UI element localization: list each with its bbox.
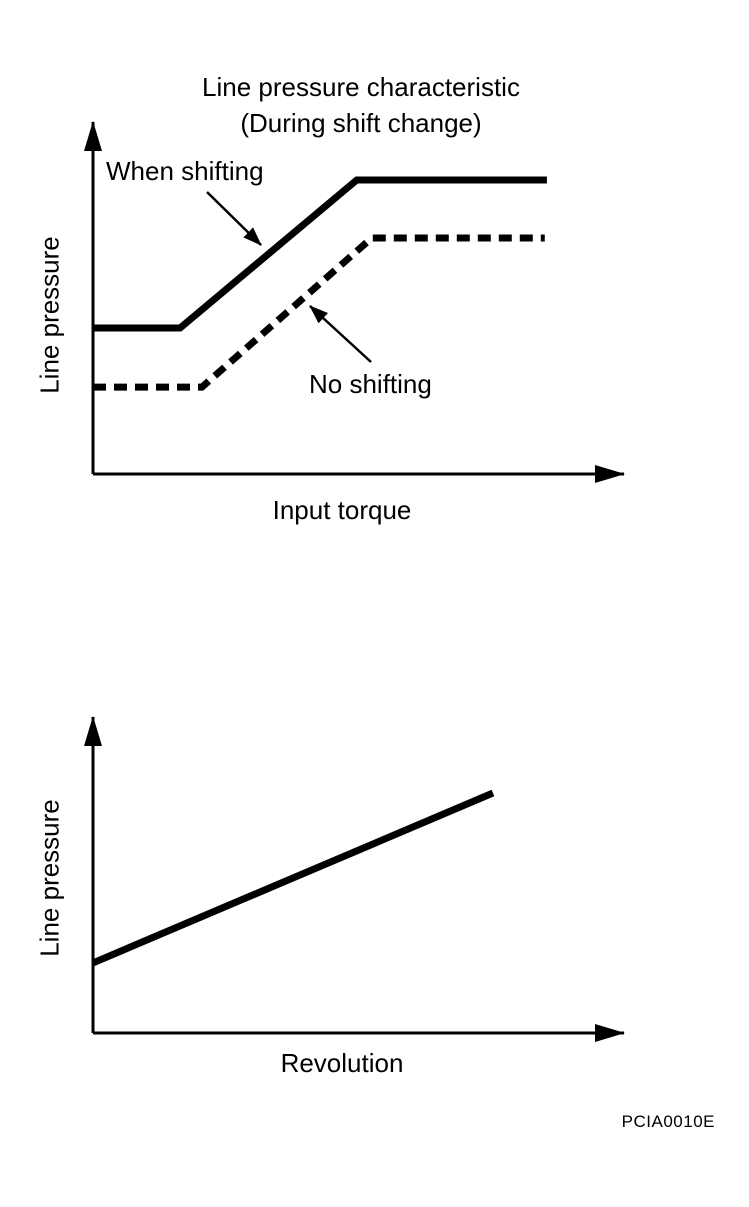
bottom-chart-y-axis-label: Line pressure bbox=[34, 799, 65, 957]
no-shifting-label: No shifting bbox=[309, 369, 432, 399]
no-shifting-arrow bbox=[309, 305, 372, 363]
when-shifting-arrow bbox=[206, 191, 262, 246]
when-shifting-label: When shifting bbox=[106, 156, 264, 186]
bottom-chart-x-axis-label: Revolution bbox=[280, 1048, 404, 1078]
top-chart-title: Line pressure characteristic (During shi… bbox=[0, 69, 722, 141]
top-chart-x-axis-label: Input torque bbox=[272, 495, 412, 525]
when-shifting-line bbox=[93, 176, 547, 332]
bottom-chart bbox=[84, 716, 625, 1042]
top-chart-title-line2: (During shift change) bbox=[240, 108, 482, 138]
top-chart-title-line1: Line pressure characteristic bbox=[202, 72, 520, 102]
revolution-line bbox=[91, 789, 495, 967]
top-chart bbox=[84, 121, 625, 483]
top-chart-y-axis-label: Line pressure bbox=[34, 236, 65, 394]
figure-code: PCIA0010E bbox=[621, 1112, 715, 1131]
no-shifting-line bbox=[93, 234, 545, 391]
